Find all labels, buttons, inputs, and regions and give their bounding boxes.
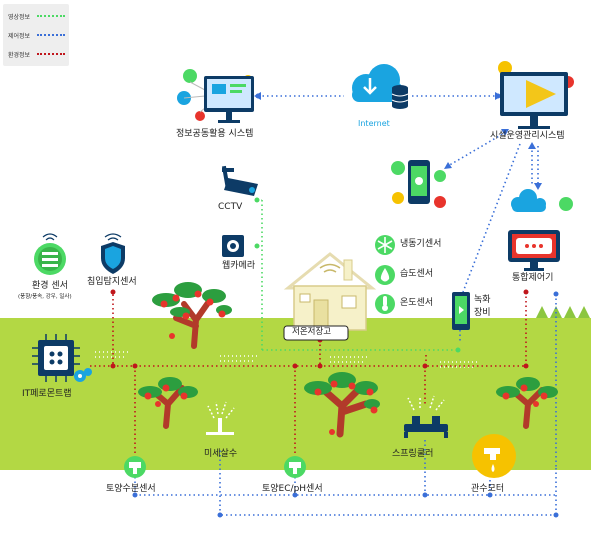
- label-humidity-sensor: 습도센서: [400, 269, 434, 279]
- legend-line-control: [37, 34, 65, 36]
- grass-triangles: [536, 306, 590, 318]
- controller-cloud-icon: [511, 189, 573, 212]
- soil-moisture-sensor-icon: [124, 456, 146, 478]
- label-temp-sensor: 온도센서: [400, 298, 434, 308]
- humidity-sensor-icon: [375, 265, 395, 285]
- webcam-icon: [222, 235, 244, 257]
- legend: 영상정보 제어정보 환경정보: [3, 4, 69, 66]
- video-junctions: [254, 197, 461, 353]
- control-lines: [134, 95, 557, 516]
- cold-storage-house-icon: [283, 252, 377, 341]
- pheromone-trap-icon: [32, 334, 92, 382]
- legend-label-video: 영상정보: [8, 14, 31, 21]
- apple-tree-4: [496, 377, 558, 429]
- label-integrated-controller: 통합제어기: [512, 273, 554, 283]
- label-env-sensor-sub: (풍향/풍속, 강우, 일사): [18, 294, 72, 300]
- label-cctv: CCTV: [218, 202, 243, 212]
- field-highlights: [95, 351, 480, 368]
- label-micro-sprinkler: 미세살수: [204, 449, 238, 459]
- apple-tree-2: [138, 377, 198, 429]
- intrusion-sensor-icon: [101, 233, 125, 274]
- label-sprinkler-cooler: 스프링쿨러: [392, 449, 434, 459]
- label-webcam: 웹카메라: [222, 261, 256, 271]
- label-soil-moisture: 토양수분센서: [106, 484, 156, 494]
- legend-label-control: 제어정보: [8, 33, 31, 40]
- irrigation-motor-icon: [472, 434, 516, 478]
- control-arrows: [254, 92, 542, 190]
- label-greening-equipment-1: 녹화: [474, 295, 491, 305]
- legend-line-environment: [37, 53, 65, 55]
- label-info-share: 정보공동활용 시스템: [176, 129, 254, 139]
- facility-monitor-icon: [498, 61, 574, 129]
- integrated-controller-icon: [508, 230, 560, 271]
- soil-ec-ph-sensor-icon: [284, 456, 306, 478]
- environment-junctions: [110, 289, 529, 369]
- label-cold-storage: 저온저장고: [292, 327, 332, 337]
- micro-sprinkler-icon: [206, 401, 235, 435]
- legend-label-environment: 환경정보: [8, 52, 31, 59]
- label-pheromone-trap: IT페로몬트랩: [22, 389, 72, 399]
- label-greening-equipment-2: 장비: [474, 308, 491, 318]
- environment-sensor-icon: [34, 233, 66, 275]
- label-freezer-sensor: 냉동기센서: [400, 239, 442, 249]
- temperature-sensor-icon: [375, 294, 395, 314]
- smartphone-icon: [391, 160, 446, 208]
- cctv-camera-icon: [221, 165, 258, 196]
- label-facility-mgmt: 시설운영관리시스템: [490, 131, 565, 141]
- legend-line-video: [37, 15, 65, 17]
- apple-tree-3: [304, 372, 380, 438]
- label-intrusion-sensor: 침입탐지센서: [87, 277, 137, 287]
- greening-equipment-icon: [452, 292, 470, 330]
- apple-tree-1: [152, 282, 232, 349]
- sprinkler-cooler-icon: [404, 395, 448, 438]
- label-irrigation-motor: 관수모터: [471, 484, 505, 494]
- label-env-sensor: 환경 센서: [32, 281, 68, 291]
- internet-cloud-icon: [352, 64, 409, 109]
- label-internet: Internet: [358, 119, 390, 128]
- label-soil-ec-ph: 토양EC/pH센서: [262, 484, 323, 494]
- info-share-monitor-icon: [177, 69, 254, 123]
- freezer-sensor-icon: [375, 235, 395, 255]
